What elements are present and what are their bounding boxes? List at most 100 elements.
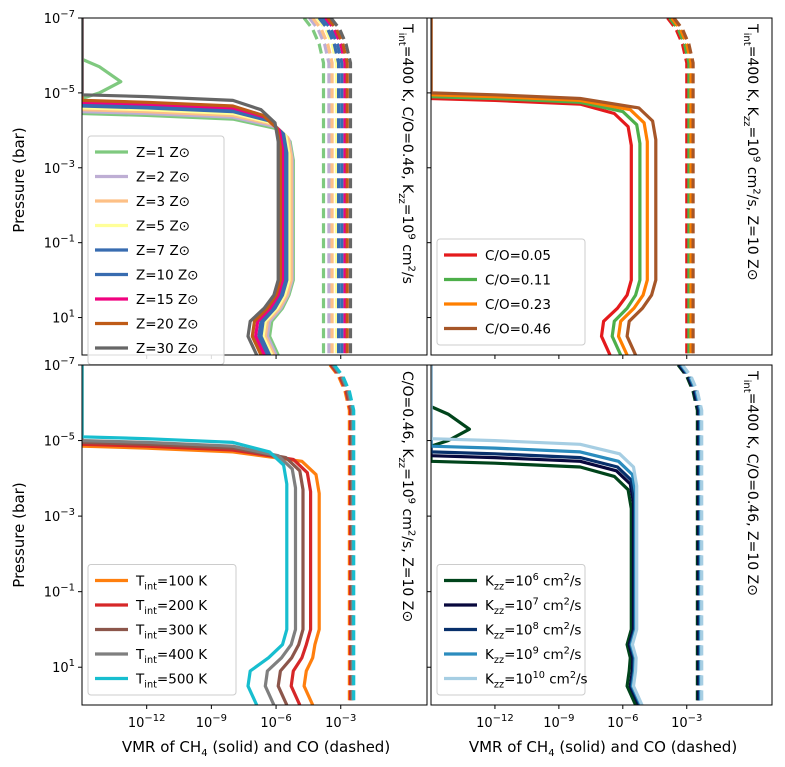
panel-annotation: Tint​=400 K, Kzz​=109​ cm2​/s, Z=10 Z⊙ bbox=[741, 23, 762, 280]
co-line-t-int-100-k bbox=[328, 365, 351, 705]
x-axis-label-right: VMR of CH4 (solid) and CO (dashed) bbox=[469, 738, 737, 759]
legend-label-z-30-z: Z=30 Z⊙ bbox=[136, 341, 199, 357]
panel-annotation: Tint​=400 K, C/O=0.46, Z=10 Z⊙ bbox=[741, 370, 760, 596]
legend: Z=1 Z⊙ Z=2 Z⊙ Z=3 Z⊙ Z=5 Z⊙ Z=7 Z⊙ Z=10 Z⊙ Z=1… bbox=[87, 135, 225, 365]
legend-label-z-1-z: Z=1 Z⊙ bbox=[136, 145, 190, 161]
x-tick-label: 10−9 bbox=[543, 713, 574, 731]
y-axis-label-bottom: Pressure (bar) bbox=[10, 482, 28, 587]
y-tick-label: 101 bbox=[52, 309, 75, 327]
co-line-z-20-z bbox=[326, 18, 349, 355]
co-line-c-o-0-11 bbox=[668, 18, 691, 355]
panel-frame bbox=[81, 364, 428, 706]
ch4-line-z-5-z bbox=[82, 18, 291, 355]
legend-label-c-o-0-23: C/O=0.23 bbox=[485, 297, 551, 313]
y-tick-label: 10−3 bbox=[44, 507, 75, 525]
co-line-z-10-z bbox=[321, 18, 344, 355]
series-group bbox=[431, 365, 704, 705]
panel-top-right: Tint​=400 K, Kzz​=109​ cm2​/s, Z=10 Z⊙ C/… bbox=[427, 17, 773, 359]
y-tick-label: 10−5 bbox=[44, 84, 75, 102]
ch4-line-z-15-z bbox=[82, 18, 285, 355]
y-tick-label: 10−1 bbox=[44, 234, 75, 252]
co-line-k-zz-10-10-cm-2-s bbox=[681, 365, 704, 705]
panel-annotation: Tint​=400 K, C/O=0.46, Kzz​=109​ cm2​/s bbox=[396, 23, 417, 284]
panel-top-left: 10−7 10−5 10−3 10−1 101 Tint​=400 K, C/O=0.46… bbox=[44, 9, 428, 365]
co-line-z-5-z bbox=[315, 18, 338, 355]
panel-frame bbox=[81, 17, 428, 356]
y-tick-label: 10−5 bbox=[44, 432, 75, 450]
panel-bottom-left: 10−7 10−5 10−3 10−1 101 10−12 10−9 10−6 10−3 C/O=… bbox=[44, 356, 428, 731]
y-tick-label: 10−1 bbox=[44, 583, 75, 601]
legend-label-t-int-200-k: Tint​=200 K bbox=[135, 598, 208, 617]
legend: Tint​=100 K Tint​=200 K Tint​=300 K Tint​=4… bbox=[87, 564, 237, 696]
co-line-z-1-z bbox=[302, 18, 326, 355]
legend-label-k-zz-10-6-cm-2-s: Kzz​=106​ cm2​/s bbox=[485, 572, 581, 592]
ch4-line-t-int-200-k bbox=[82, 365, 313, 705]
co-line-z-30-z bbox=[329, 18, 353, 355]
series-group bbox=[82, 365, 356, 705]
x-axis-label-left: VMR of CH4 (solid) and CO (dashed) bbox=[122, 738, 390, 759]
co-line-z-15-z bbox=[324, 18, 347, 355]
legend-label-z-5-z: Z=5 Z⊙ bbox=[136, 219, 190, 235]
legend-label-k-zz-10-10-cm-2-s: Kzz​=1010​ cm2​/s bbox=[485, 670, 588, 690]
y-tick-label: 10−7 bbox=[44, 9, 75, 27]
co-line-c-o-0-05 bbox=[666, 18, 689, 355]
co-line-t-int-200-k bbox=[329, 365, 353, 705]
ch4-line-t-int-400-k bbox=[82, 365, 298, 705]
ch4-line-z-30-z bbox=[82, 18, 280, 355]
ch4-line-c-o-0-46 bbox=[431, 18, 658, 355]
series-group bbox=[82, 18, 353, 355]
legend-label-z-7-z: Z=7 Z⊙ bbox=[136, 243, 190, 259]
ch4-line-k-zz-10-6-cm-2-s bbox=[431, 405, 638, 705]
series-group bbox=[431, 18, 695, 355]
legend-label-t-int-300-k: Tint​=300 K bbox=[135, 623, 208, 642]
panel-annotation: C/O=0.46, Kzz​=109​ cm2​/s, Z=10 Z⊙ bbox=[396, 371, 417, 622]
co-line-c-o-0-46 bbox=[672, 18, 695, 355]
legend-label-z-15-z: Z=15 Z⊙ bbox=[136, 292, 199, 308]
x-tick-label: 10−12 bbox=[128, 713, 166, 731]
panel-frame bbox=[430, 364, 773, 706]
legend: Kzz​=106​ cm2​/s Kzz​=107​ cm2​/s Kzz​=108… bbox=[436, 564, 588, 696]
legend-label-k-zz-10-9-cm-2-s: Kzz​=109​ cm2​/s bbox=[485, 646, 581, 666]
panel-bottom-right: 10−12 10−9 10−6 10−3 Tint​=400 K, C/O=0.46, … bbox=[427, 364, 773, 731]
x-tick-label: 10−3 bbox=[671, 713, 702, 731]
legend-label-t-int-400-k: Tint​=400 K bbox=[135, 647, 208, 666]
ch4-line-c-o-0-11 bbox=[431, 18, 642, 355]
legend-label-t-int-500-k: Tint​=500 K bbox=[135, 672, 208, 691]
legend-label-z-20-z: Z=20 Z⊙ bbox=[136, 317, 199, 333]
panel-frame bbox=[430, 17, 773, 356]
y-tick-label: 10−3 bbox=[44, 159, 75, 177]
legend-label-c-o-0-05: C/O=0.05 bbox=[485, 248, 551, 264]
ch4-line-c-o-0-05 bbox=[431, 18, 633, 355]
co-line-z-3-z bbox=[311, 18, 334, 355]
y-tick-label: 10−7 bbox=[44, 356, 75, 374]
legend-label-k-zz-10-7-cm-2-s: Kzz​=107​ cm2​/s bbox=[485, 597, 581, 617]
co-line-k-zz-10-6-cm-2-s bbox=[676, 365, 700, 705]
ch4-line-t-int-300-k bbox=[82, 365, 305, 705]
ch4-line-z-10-z bbox=[82, 18, 287, 355]
co-line-z-2-z bbox=[308, 18, 331, 355]
x-tick-label: 10−3 bbox=[325, 713, 356, 731]
legend-label-t-int-100-k: Tint​=100 K bbox=[135, 574, 208, 593]
co-line-t-int-500-k bbox=[333, 365, 356, 705]
legend: C/O=0.05 C/O=0.11 C/O=0.23 C/O=0.46 bbox=[436, 238, 586, 346]
legend-frame bbox=[87, 564, 237, 696]
co-line-c-o-0-23 bbox=[670, 18, 693, 355]
ch4-line-t-int-500-k bbox=[82, 365, 289, 705]
x-tick-label: 10−6 bbox=[260, 713, 291, 731]
y-axis-label-top: Pressure (bar) bbox=[10, 127, 28, 232]
ch4-line-t-int-100-k bbox=[82, 365, 321, 705]
y-tick-label: 101 bbox=[52, 658, 75, 676]
legend-frame bbox=[436, 564, 586, 696]
legend-label-z-10-z: Z=10 Z⊙ bbox=[136, 268, 199, 284]
legend-label-c-o-0-11: C/O=0.11 bbox=[485, 273, 551, 289]
ch4-line-c-o-0-23 bbox=[431, 18, 649, 355]
legend-label-k-zz-10-8-cm-2-s: Kzz​=108​ cm2​/s bbox=[485, 621, 581, 641]
x-tick-label: 10−6 bbox=[607, 713, 638, 731]
legend-frame bbox=[436, 238, 586, 346]
co-line-k-zz-10-7-cm-2-s bbox=[678, 365, 701, 705]
legend-label-z-3-z: Z=3 Z⊙ bbox=[136, 194, 190, 210]
x-tick-label: 10−9 bbox=[196, 713, 227, 731]
ch4-line-z-20-z bbox=[82, 18, 282, 355]
co-line-z-7-z bbox=[317, 18, 341, 355]
